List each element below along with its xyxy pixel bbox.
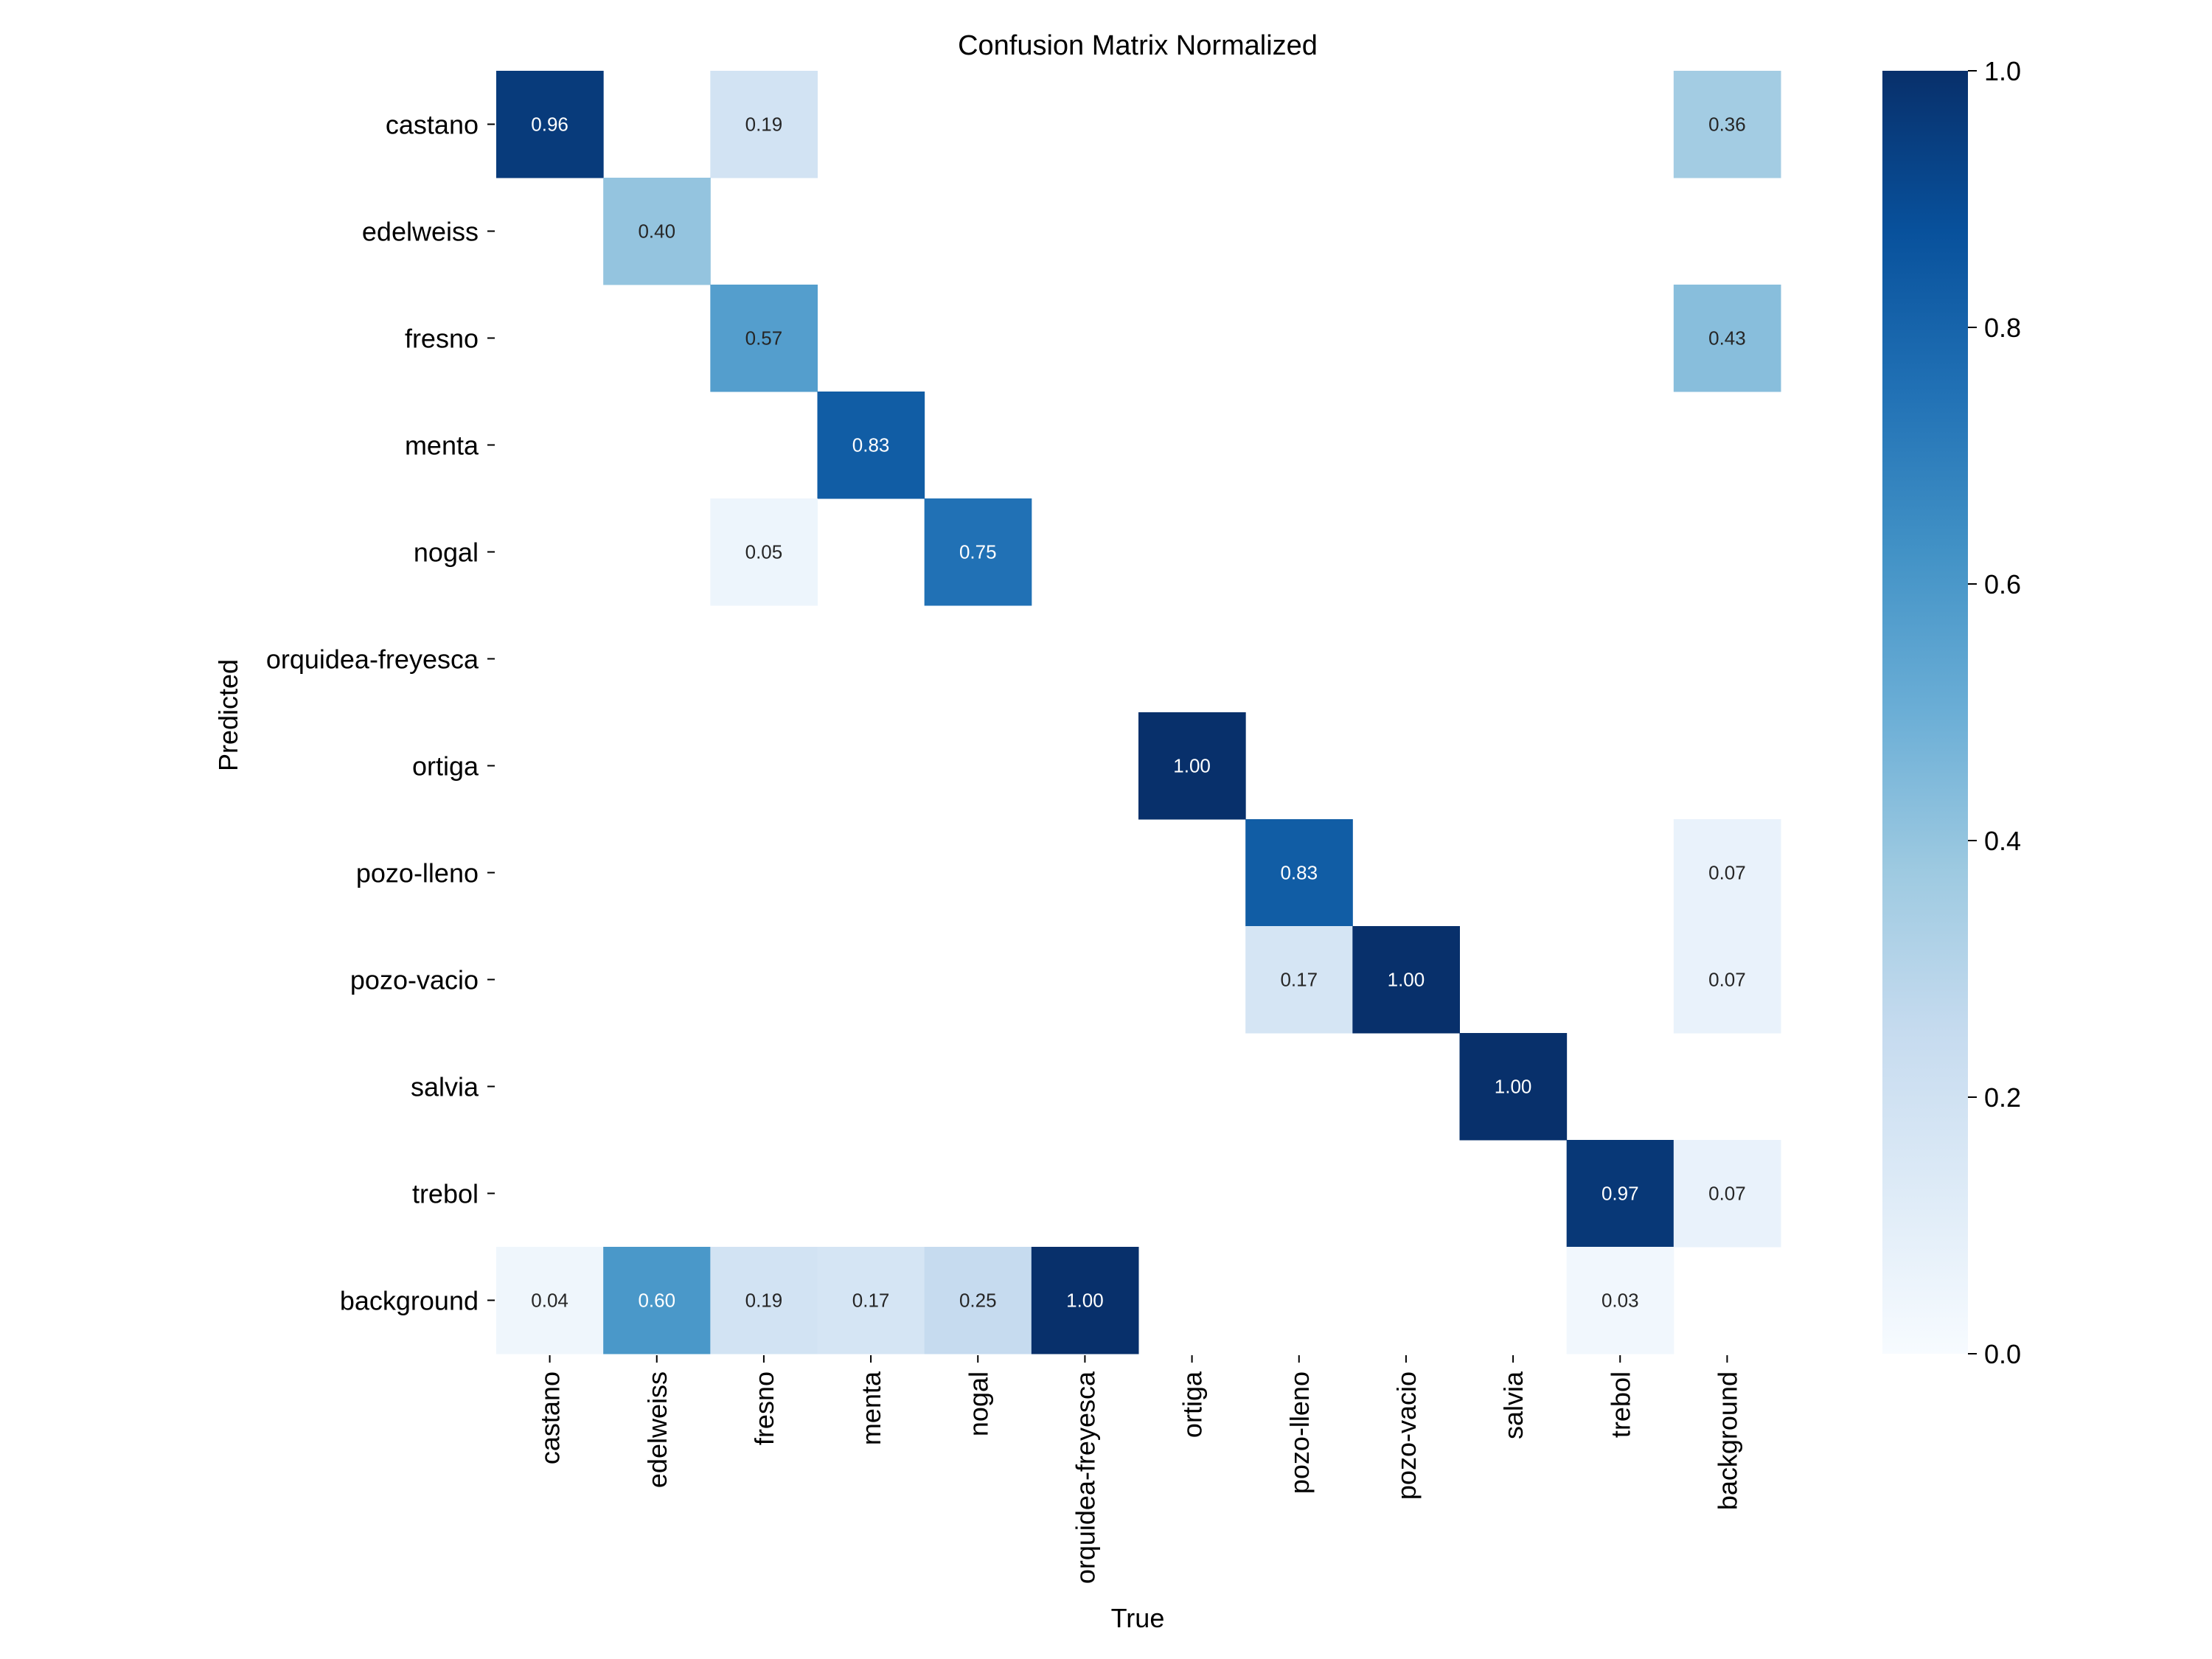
heatmap-cell (710, 285, 818, 392)
cell-value-label: 0.83 (1280, 862, 1318, 884)
colorbar-tick-label: 0.2 (1984, 1082, 2021, 1113)
heatmap-cell (603, 178, 711, 285)
cell-value-label: 0.25 (959, 1290, 997, 1312)
cell-value-label: 0.96 (531, 114, 568, 136)
y-tick-label: pozo-lleno (356, 858, 479, 888)
cell-value-label: 0.36 (1708, 114, 1746, 136)
cell-value-label: 0.75 (959, 541, 997, 563)
cell-value-label: 0.07 (1708, 862, 1746, 884)
cell-value-label: 0.05 (745, 541, 783, 563)
heatmap-cell (710, 498, 818, 606)
heatmap-cells: 0.96 0.19 0.36 0.40 0.57 0.43 0.83 0.05 0.75 1.00… (496, 71, 1781, 1354)
x-tick-label: orquidea-freyesca (1070, 1371, 1100, 1584)
heatmap-cell (817, 1247, 925, 1354)
colorbar-tick-label: 0.8 (1984, 313, 2021, 343)
heatmap-cell (1245, 819, 1353, 927)
x-axis-label: True (1111, 1603, 1165, 1633)
cell-value-label: 0.43 (1708, 327, 1746, 349)
cell-value-label: 1.00 (1388, 969, 1425, 991)
heatmap-cell (1459, 1033, 1568, 1141)
heatmap-cell (1566, 1247, 1674, 1354)
heatmap-cell (1673, 71, 1781, 178)
y-tick-label: castano (386, 110, 479, 140)
cell-value-label: 1.00 (1066, 1290, 1104, 1312)
cell-value-label: 0.04 (531, 1290, 568, 1312)
y-tick-label: fresno (405, 324, 479, 354)
cell-value-label: 0.17 (852, 1290, 890, 1312)
y-tick-label: pozo-vacio (350, 965, 479, 995)
x-tick-label: nogal (963, 1371, 993, 1436)
cell-value-label: 0.07 (1708, 1183, 1746, 1205)
heatmap-cell (710, 1247, 818, 1354)
cell-value-label: 0.57 (745, 327, 783, 349)
cell-value-label: 0.17 (1280, 969, 1318, 991)
x-tick-label: fresno (749, 1371, 779, 1445)
chart-title: Confusion Matrix Normalized (958, 30, 1318, 61)
cell-value-label: 0.60 (638, 1290, 675, 1312)
cell-value-label: 0.07 (1708, 969, 1746, 991)
cell-value-label: 0.97 (1601, 1183, 1639, 1205)
y-tick-label: background (340, 1286, 479, 1316)
cell-value-label: 1.00 (1173, 755, 1211, 777)
y-tick-label: nogal (414, 538, 479, 568)
colorbar-ticks: 0.0 0.2 0.4 0.6 0.8 1.0 (1968, 56, 2021, 1369)
heatmap-cell (1031, 1247, 1139, 1354)
y-tick-label: ortiga (412, 751, 479, 782)
heatmap-cell (1245, 926, 1353, 1034)
heatmap-cell (496, 71, 604, 178)
y-tick-labels: castano edelweiss fresno menta nogal orquidea… (266, 110, 495, 1316)
x-tick-label: pozo-vacio (1391, 1371, 1422, 1500)
x-tick-label: castano (535, 1371, 566, 1464)
colorbar-tick-label: 0.6 (1984, 569, 2021, 599)
heatmap-cell (710, 71, 818, 178)
colorbar-tick-label: 1.0 (1984, 56, 2021, 86)
colorbar-gradient (1882, 71, 1968, 1354)
heatmap-cell (496, 1247, 604, 1354)
x-tick-label: edelweiss (642, 1371, 672, 1488)
y-tick-label: trebol (412, 1179, 479, 1209)
y-tick-label: salvia (411, 1072, 479, 1102)
y-axis-label: Predicted (213, 659, 243, 771)
heatmap-cell (1673, 285, 1781, 392)
heatmap-cell (1566, 1140, 1674, 1248)
heatmap-cell (1673, 926, 1781, 1034)
x-tick-label: ortiga (1178, 1371, 1208, 1438)
heatmap-cell (1673, 1140, 1781, 1248)
y-tick-label: edelweiss (362, 217, 479, 247)
x-tick-label: salvia (1498, 1371, 1528, 1439)
cell-value-label: 0.19 (745, 1290, 783, 1312)
colorbar: 0.0 0.2 0.4 0.6 0.8 1.0 (1882, 56, 2021, 1369)
x-tick-labels: castano edelweiss fresno menta nogal orquidea… (535, 1355, 1742, 1584)
y-tick-label: menta (405, 431, 479, 461)
heatmap-cell (1673, 819, 1781, 927)
cell-value-label: 0.83 (852, 434, 890, 456)
cell-value-label: 0.19 (745, 114, 783, 136)
colorbar-tick-label: 0.0 (1984, 1339, 2021, 1369)
x-tick-label: trebol (1605, 1371, 1635, 1438)
x-tick-label: pozo-lleno (1284, 1371, 1315, 1494)
heatmap-cell (924, 1247, 1032, 1354)
x-tick-label: background (1712, 1371, 1742, 1510)
y-tick-label: orquidea-freyesca (266, 644, 479, 675)
x-tick-label: menta (856, 1371, 886, 1445)
cell-value-label: 0.03 (1601, 1290, 1639, 1312)
cell-value-label: 1.00 (1495, 1076, 1532, 1098)
colorbar-tick-label: 0.4 (1984, 826, 2021, 856)
cell-value-label: 0.40 (638, 220, 675, 243)
heatmap-cell (1352, 926, 1460, 1034)
heatmap-cell (1138, 712, 1246, 820)
heatmap-cell (603, 1247, 711, 1354)
heatmap-cell (817, 392, 925, 499)
heatmap-cell (924, 498, 1032, 606)
